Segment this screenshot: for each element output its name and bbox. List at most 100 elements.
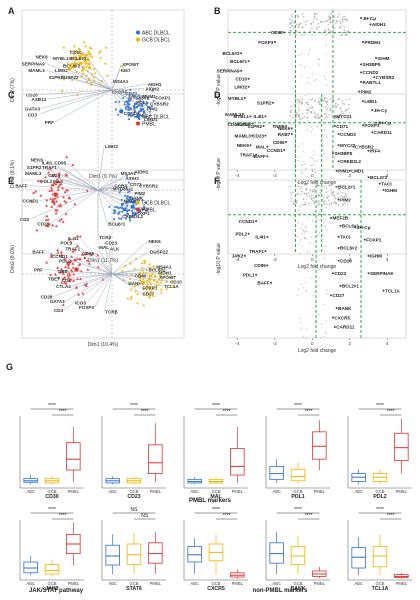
variable-label: TRAF1 [42,165,57,170]
gene-label: MYBL1 [233,114,249,119]
data-point [84,62,88,65]
data-point [142,102,146,105]
gene-point [291,19,294,22]
data-point [71,163,75,166]
data-point [128,112,131,115]
data-point [81,53,85,56]
gene-point [324,129,326,131]
data-point [77,47,80,50]
gene-point [320,189,322,191]
gene-point [325,34,327,36]
gene-point [251,122,254,125]
gene-point [314,249,316,251]
group-label: ABC [190,489,199,494]
gene-point [292,191,294,194]
gene-point [298,109,301,111]
loading-arrow [94,252,113,275]
box-body [66,442,81,471]
box-body [394,432,409,462]
gene-label: IL4I1 [255,235,266,240]
data-point [73,45,76,48]
gene-point [308,48,311,51]
gene-point [330,184,333,186]
data-point [54,211,58,215]
data-point [83,256,87,259]
gene-point [311,164,313,166]
legend-swatch [136,200,140,205]
data-point [76,234,80,238]
gene-point [300,185,303,188]
loading-arrow [50,189,99,224]
gene-point [337,15,340,18]
loading-arrow [30,189,99,220]
gene-label: CYBSR2 [355,145,374,150]
data-point [63,190,67,194]
gene-label: CD22 [334,271,346,276]
gene-point [325,97,328,99]
gene-point [344,114,347,117]
variable-label: LMO2 [105,144,118,149]
data-point [159,288,163,291]
gene-point [306,230,308,233]
data-point [106,74,109,78]
loading-arrow [87,57,113,91]
x-tick-label: -2 [273,257,278,263]
significance-label: **** [141,409,149,415]
gene-point [299,205,302,208]
gene-label: PDL1 [243,273,255,278]
gene-point [295,201,298,204]
variable-label: XPOWT [122,62,139,67]
gene-point [289,23,291,25]
data-point [48,189,52,192]
group-label: GCB [293,581,302,586]
loading-arrow [111,89,147,109]
gene-point [313,17,315,20]
data-point [83,41,86,44]
variable-label: GATA3 [50,299,65,304]
gene-label: BCL2#1 [342,284,360,289]
x-tick-label: 0 [311,341,314,347]
data-point [52,199,56,203]
gene-point [339,20,342,23]
data-point [68,64,71,67]
group-label: PMBL [150,581,162,586]
gene-point [316,26,318,29]
gene-point [313,188,316,191]
gene-label: CD71 [336,124,348,129]
data-point [64,200,68,204]
gene-point [335,169,338,172]
gene-point [326,103,329,106]
gene-label: NEK6 [278,126,291,131]
data-point [92,68,96,71]
gene-point [306,194,308,197]
data-point [152,286,155,290]
data-point [157,277,161,280]
data-point [128,219,131,222]
data-point [124,217,128,220]
gene-point [325,320,327,322]
gene-point [290,29,292,32]
gene-point [317,63,319,65]
data-point [149,273,153,277]
variable-label: MYC#1 [124,199,140,204]
gene-point [326,196,329,198]
gene-point [311,27,313,30]
gene-point [315,114,317,116]
gene-point [295,115,298,117]
variable-label: KI67 [121,68,131,73]
data-point [152,267,156,270]
data-point [127,99,130,103]
gene-point [312,150,315,152]
gene-point [311,157,314,160]
loading-arrow [42,173,99,191]
data-point [45,260,49,264]
variable-label: NEK6 [148,239,161,244]
data-point [159,281,162,284]
group-label: GCB [47,581,56,586]
data-point [146,283,150,287]
plot-frame [227,93,407,255]
variable-label: CCND1 [23,199,39,204]
marker-label: CD23 [127,494,140,500]
variable-label: FOXP3 [79,305,95,310]
data-point [59,203,63,206]
